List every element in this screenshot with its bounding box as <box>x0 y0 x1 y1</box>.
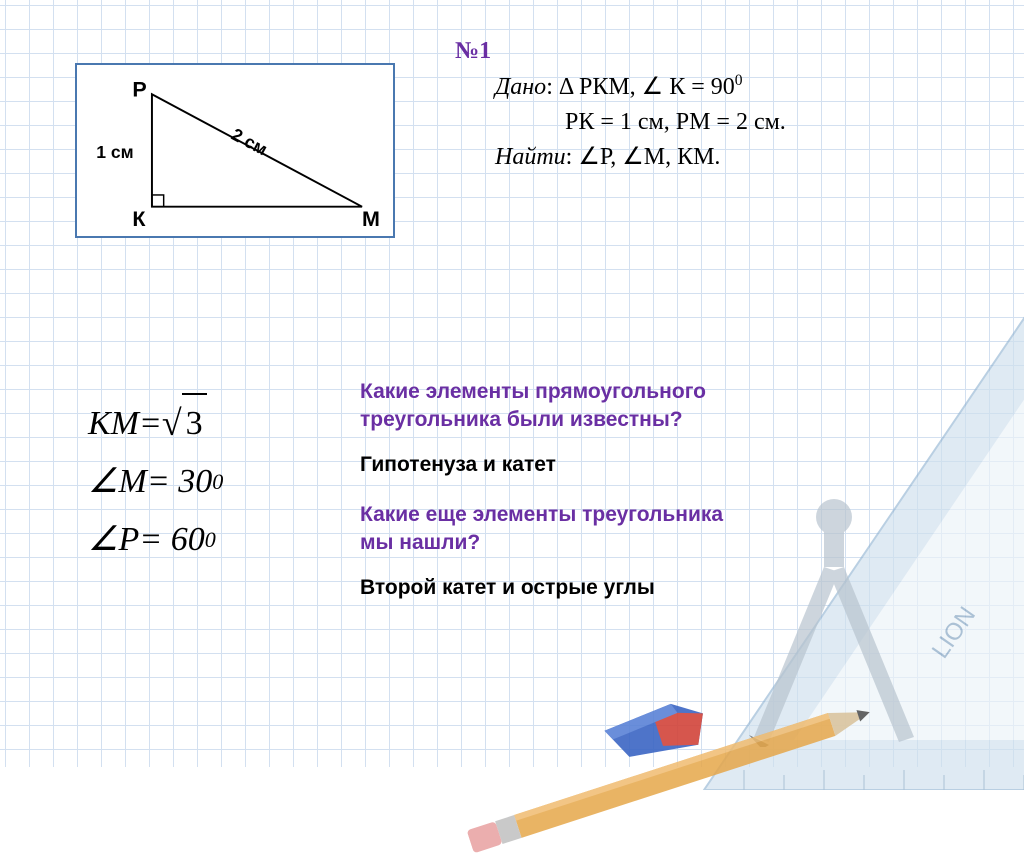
set-square-icon: LION <box>684 230 1024 790</box>
p-val: = 60 <box>139 511 204 569</box>
answers-block: КМ = √ 3 ∠М = 300 ∠Р = 600 <box>88 395 223 569</box>
given-line-2: РК = 1 см, РМ = 2 см. <box>495 105 786 140</box>
given-deg: 0 <box>735 72 743 89</box>
angle-symbol: ∠ <box>642 74 664 100</box>
q2-line2: мы нашли? <box>360 529 723 557</box>
angle-symbol-3: ∠ <box>622 144 644 170</box>
pencil-icon <box>464 693 876 861</box>
vertex-m: М <box>362 207 380 231</box>
km-eq: = <box>139 395 162 453</box>
sqrt-expr: √ 3 <box>162 393 207 454</box>
qa-block: Какие элементы прямоугольного треугольни… <box>360 378 723 624</box>
km-lhs: КМ <box>88 395 139 453</box>
q1-line2: треугольника были известны? <box>360 406 723 434</box>
p-lhs: ∠Р <box>88 511 139 569</box>
given-angle-k: К = 90 <box>663 74 735 100</box>
find-label: Найти <box>495 144 566 170</box>
answer-km: КМ = √ 3 <box>88 395 223 453</box>
eraser-icon <box>596 693 714 766</box>
q1-line1: Какие элементы прямоугольного <box>360 378 723 406</box>
angle-symbol-2: ∠ <box>578 144 600 170</box>
km-radicand: 3 <box>182 393 207 453</box>
find-rest: М, КМ. <box>644 144 721 170</box>
problem-number: №1 <box>455 38 491 65</box>
given-triangle: Δ РКМ, <box>559 74 642 100</box>
p-deg: 0 <box>205 521 216 559</box>
side-pk-label: 1 см <box>96 142 133 162</box>
find-line: Найти: ∠Р, ∠М, КМ. <box>495 140 786 175</box>
m-lhs: ∠М <box>88 453 147 511</box>
slide-content: №1 Дано: Δ РКМ, ∠ К = 900 РК = 1 см, РМ … <box>0 0 1024 767</box>
given-label: Дано <box>495 74 546 100</box>
vertex-p: Р <box>132 77 146 101</box>
answer-1: Гипотенуза и катет <box>360 451 723 479</box>
answer-2: Второй катет и острые углы <box>360 574 723 602</box>
right-angle-marker <box>152 195 164 207</box>
m-val: = 30 <box>147 453 212 511</box>
vertex-k: К <box>132 207 146 231</box>
answer-p: ∠Р = 600 <box>88 511 223 569</box>
svg-text:LION: LION <box>927 602 981 663</box>
triangle-svg: Р К М 1 см 2 см <box>77 65 393 236</box>
question-2: Какие еще элементы треугольника мы нашли… <box>360 501 723 558</box>
given-line-1: Дано: Δ РКМ, ∠ К = 900 <box>495 70 786 105</box>
radical-icon: √ <box>162 393 182 454</box>
answer-m: ∠М = 300 <box>88 453 223 511</box>
triangle-diagram: Р К М 1 см 2 см <box>75 63 395 238</box>
q2-line1: Какие еще элементы треугольника <box>360 501 723 529</box>
given-block: Дано: Δ РКМ, ∠ К = 900 РК = 1 см, РМ = 2… <box>495 70 786 174</box>
compass-icon <box>724 487 944 747</box>
m-deg: 0 <box>212 463 223 501</box>
find-p: Р, <box>600 144 622 170</box>
question-1: Какие элементы прямоугольного треугольни… <box>360 378 723 435</box>
